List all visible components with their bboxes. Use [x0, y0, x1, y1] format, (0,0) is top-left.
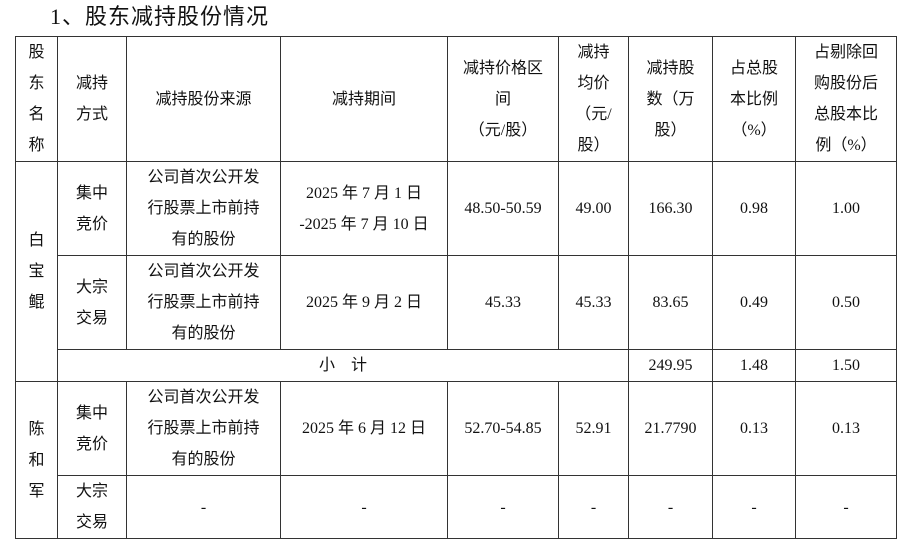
table-row: 大宗 交易 公司首次公开发 行股票上市前持 有的股份 2025 年 9 月 2 日 4… — [16, 255, 897, 350]
subtotal-ratio-total: 1.48 — [712, 349, 796, 382]
price-range-cell: 48.50-50.59 — [447, 161, 559, 256]
shares-cell: 83.65 — [628, 255, 713, 350]
header-avg-price: 减持 均价 （元/股） — [558, 36, 629, 162]
ratio-excl-cell: 0.13 — [795, 381, 897, 476]
period-cell: - — [280, 475, 448, 539]
source-cell: - — [126, 475, 281, 539]
method-cell: 集中 竞价 — [57, 161, 127, 256]
period-cell: 2025 年 9 月 2 日 — [280, 255, 448, 350]
price-range-cell: - — [447, 475, 559, 539]
table-row: 大宗 交易 - - - - - - - — [16, 475, 897, 539]
ratio-excl-cell: 1.00 — [795, 161, 897, 256]
avg-price-cell: 52.91 — [558, 381, 629, 476]
shareholder-name: 白宝鲲 — [15, 161, 58, 382]
section-title: 1、股东减持股份情况 — [50, 4, 270, 29]
method-cell: 大宗 交易 — [57, 475, 127, 539]
ratio-excl-cell: - — [795, 475, 897, 539]
shares-cell: - — [628, 475, 713, 539]
method-cell: 集中 竞价 — [57, 381, 127, 476]
header-price-range: 减持价格区间（元/股） — [447, 36, 559, 162]
avg-price-cell: 49.00 — [558, 161, 629, 256]
header-shareholder-name: 股东名称 — [15, 36, 58, 162]
table-row: 白宝鲲 集中 竞价 公司首次公开发 行股票上市前持 有的股份 2025 年 7 月 1… — [15, 161, 897, 382]
header-ratio-excl: 占剔除回 购股份后 总股本比 例（%） — [795, 36, 897, 162]
method-cell: 大宗 交易 — [57, 255, 127, 350]
avg-price-cell: - — [558, 475, 629, 539]
ratio-total-cell: 0.13 — [712, 381, 796, 476]
subtotal-ratio-excl: 1.50 — [795, 349, 897, 382]
subtotal-shares: 249.95 — [628, 349, 713, 382]
subtotal-label: 小 计 — [57, 349, 629, 382]
shares-cell: 21.7790 — [628, 381, 713, 476]
period-cell: 2025 年 6 月 12 日 — [280, 381, 448, 476]
header-shares: 减持股 数（万 股） — [628, 36, 713, 162]
ratio-total-cell: - — [712, 475, 796, 539]
ratio-total-cell: 0.98 — [712, 161, 796, 256]
source-cell: 公司首次公开发 行股票上市前持 有的股份 — [126, 255, 281, 350]
price-range-cell: 45.33 — [447, 255, 559, 350]
subtotal-row: 小 计 249.95 1.48 1.50 — [16, 349, 897, 382]
header-ratio-total: 占总股 本比例 （%） — [712, 36, 796, 162]
header-period: 减持期间 — [280, 36, 448, 162]
header-source: 减持股份来源 — [126, 36, 281, 162]
table-row: 陈和军 集中 竞价 公司首次公开发 行股票上市前持 有的股份 2025 年 6 月 1… — [15, 381, 897, 539]
ratio-total-cell: 0.49 — [712, 255, 796, 350]
reduction-table: 股东名称 减持 方式 减持股份来源 减持期间 减持价格区间（元/股） 减持 均价 （元… — [15, 36, 897, 539]
avg-price-cell: 45.33 — [558, 255, 629, 350]
header-method: 减持 方式 — [57, 36, 127, 162]
shares-cell: 166.30 — [628, 161, 713, 256]
ratio-excl-cell: 0.50 — [795, 255, 897, 350]
source-cell: 公司首次公开发 行股票上市前持 有的股份 — [126, 161, 281, 256]
period-cell: 2025 年 7 月 1 日 -2025 年 7 月 10 日 — [280, 161, 448, 256]
header-row: 股东名称 减持 方式 减持股份来源 减持期间 减持价格区间（元/股） 减持 均价 （元… — [15, 36, 897, 162]
source-cell: 公司首次公开发 行股票上市前持 有的股份 — [126, 381, 281, 476]
shareholder-name: 陈和军 — [15, 381, 58, 539]
price-range-cell: 52.70-54.85 — [447, 381, 559, 476]
